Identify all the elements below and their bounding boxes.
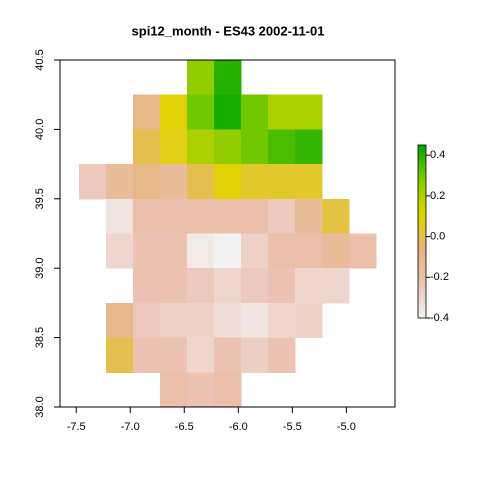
raster-cell [268,337,296,373]
raster-cell [213,233,242,269]
raster-cell [295,302,323,339]
y-tick-label: 39.5 [34,188,46,209]
colorbar-tick-label: -0.4 [430,312,449,324]
raster-cell [268,233,296,269]
colorbar-tick-label: 0.4 [430,149,445,161]
raster-cell [213,302,242,339]
x-tick-label: -5.5 [283,421,302,433]
raster-cell [132,94,161,130]
raster-cell [213,198,242,234]
raster-cell [105,164,134,200]
raster-cell [322,198,350,234]
y-tick-label: 39.0 [34,257,46,278]
raster-cell [241,302,269,339]
raster-cell [186,94,215,130]
colorbar-tick-label: 0.0 [430,230,445,242]
colorbar [417,144,427,319]
raster-cell [159,94,188,130]
raster-cell [78,164,107,200]
raster-cell [186,60,215,96]
raster-cell [268,198,296,234]
plot-frame [59,59,396,408]
raster-cell [268,129,296,165]
raster-cell [105,302,134,339]
raster-cell [295,198,323,234]
raster-cell [186,372,215,408]
raster-cell [213,268,242,304]
raster-cell [295,268,323,304]
raster-cell [105,233,134,269]
raster-cell [186,198,215,234]
x-tick-label: -6.0 [229,421,248,433]
raster-cell [159,198,188,234]
raster-cell [241,129,269,165]
raster-cell [159,268,188,304]
raster-cell [241,94,269,130]
raster-cell [159,129,188,165]
y-tick-label: 38.5 [34,327,46,348]
raster-cell [213,337,242,373]
raster-cell [105,337,134,373]
raster-cell [322,233,350,269]
raster-cell [295,129,323,165]
raster-cell [295,233,323,269]
raster-cell [268,302,296,339]
y-tick-label: 38.0 [34,396,46,417]
raster-cell [132,198,161,234]
raster-cell [241,337,269,373]
raster-cell [213,372,242,408]
colorbar-tick-label: 0.2 [430,190,445,202]
raster-cell [295,94,323,130]
y-tick-label: 40.0 [34,119,46,140]
x-tick-label: -7.0 [121,421,140,433]
raster-cell [159,233,188,269]
x-tick-label: -6.5 [175,421,194,433]
raster-cell [268,94,296,130]
raster-cell [213,94,242,130]
raster-cell [322,268,350,304]
raster-cell [159,164,188,200]
raster-cell [241,164,269,200]
raster-cell [132,129,161,165]
raster-cell [268,164,296,200]
raster-cell [349,233,377,269]
raster-cell [186,268,215,304]
raster-cell [105,198,134,234]
raster-cell [186,233,215,269]
raster-cell [186,302,215,339]
raster-cell [295,164,323,200]
x-tick-label: -7.5 [67,421,86,433]
raster-cell [186,337,215,373]
raster-cell [213,129,242,165]
raster-cell [132,233,161,269]
raster-cell [268,268,296,304]
raster-cell [159,337,188,373]
raster-cell [132,302,161,339]
raster-cell [132,337,161,373]
raster-cell [213,164,242,200]
raster-cell [241,268,269,304]
colorbar-tick-label: -0.2 [430,271,449,283]
raster-cell [241,233,269,269]
x-tick-label: -5.0 [337,421,356,433]
raster-cell [132,268,161,304]
y-tick-label: 40.5 [34,49,46,70]
raster-cell [213,60,242,96]
raster-cell [241,198,269,234]
raster-cell [132,164,161,200]
raster-cell [186,164,215,200]
raster-cell [159,372,188,408]
raster-cell [186,129,215,165]
chart-title: spi12_month - ES43 2002-11-01 [132,23,325,38]
raster-cell [159,302,188,339]
